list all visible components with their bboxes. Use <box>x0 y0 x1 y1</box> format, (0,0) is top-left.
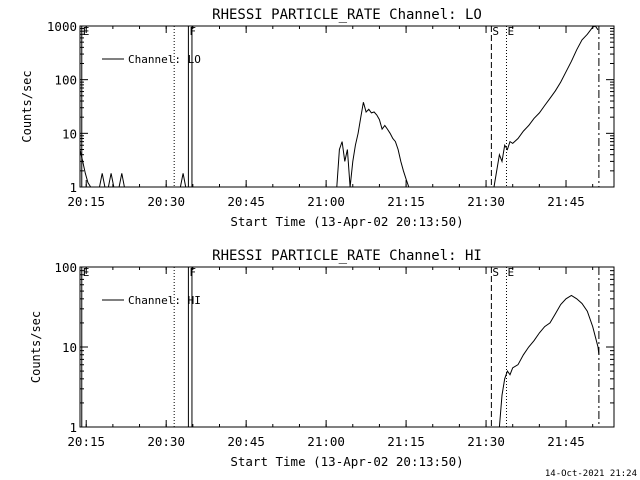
y-axis-label: Counts/sec <box>20 70 34 142</box>
y-tick-label: 10 <box>62 340 77 355</box>
x-axis-label: Start Time (13-Apr-02 20:13:50) <box>230 454 463 469</box>
event-marker-label: E <box>507 25 514 38</box>
event-marker-label: E <box>83 25 90 38</box>
event-marker-label: F <box>189 25 196 38</box>
series-line-1 <box>336 102 410 188</box>
x-tick-label: 20:15 <box>67 194 105 209</box>
event-marker-label: E <box>507 266 514 279</box>
x-tick-label: 21:45 <box>547 194 585 209</box>
y-tick-label: 1000 <box>47 19 77 34</box>
event-marker-label: E <box>83 266 90 279</box>
y-tick-label: 10 <box>62 126 77 141</box>
event-marker-label: S <box>492 266 499 279</box>
x-tick-label: 21:00 <box>307 434 345 449</box>
series-line-1 <box>99 173 106 188</box>
x-tick-label: 20:45 <box>227 434 265 449</box>
event-marker-label: F <box>189 266 196 279</box>
x-tick-label: 20:30 <box>147 434 185 449</box>
y-axis-label-group: Counts/sec <box>20 70 34 142</box>
x-tick-label: 21:15 <box>387 194 425 209</box>
x-tick-label: 21:00 <box>307 194 345 209</box>
x-axis-label: Start Time (13-Apr-02 20:13:50) <box>230 214 463 229</box>
series-line-1 <box>498 294 600 428</box>
y-axis-label-group: Counts/sec <box>29 311 43 383</box>
series-line-1 <box>107 173 115 188</box>
y-tick-label: 1 <box>69 420 77 435</box>
chart-title: RHESSI PARTICLE_RATE Channel: HI <box>212 248 482 264</box>
event-marker-label: S <box>492 25 499 38</box>
plot-frame <box>79 25 615 188</box>
x-tick-label: 21:15 <box>387 434 425 449</box>
x-tick-label: 20:30 <box>147 194 185 209</box>
legend-label: Channel: LO <box>128 53 201 66</box>
series-line-1 <box>493 25 599 188</box>
series-line-1 <box>118 173 125 188</box>
y-tick-label: 1 <box>69 180 77 195</box>
y-tick-label: 100 <box>54 73 77 88</box>
y-tick-label: 100 <box>54 260 77 275</box>
x-tick-label: 20:15 <box>67 434 105 449</box>
legend-label: Channel: HI <box>128 294 201 307</box>
x-tick-label: 21:30 <box>467 434 505 449</box>
series-line-1 <box>79 149 92 188</box>
plot-frame <box>79 266 615 428</box>
x-tick-label: 20:45 <box>227 194 265 209</box>
x-tick-label: 21:30 <box>467 194 505 209</box>
y-axis-label: Counts/sec <box>29 311 43 383</box>
chart-panel-1: RHESSI PARTICLE_RATE Channel: LO Start Ti… <box>20 7 615 229</box>
chart-panel-2: RHESSI PARTICLE_RATE Channel: HI Start Ti… <box>29 248 615 469</box>
plot-timestamp: 14-Oct-2021 21:24 <box>545 469 637 479</box>
chart-title: RHESSI PARTICLE_RATE Channel: LO <box>212 7 482 23</box>
series-line-1 <box>179 173 187 188</box>
x-tick-label: 21:45 <box>547 434 585 449</box>
